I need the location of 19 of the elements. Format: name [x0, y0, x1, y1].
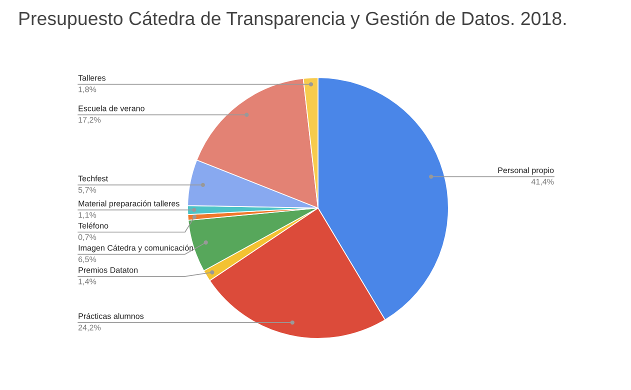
data-label: 6,5% — [78, 256, 96, 264]
slice-label: Material preparación talleres — [78, 200, 180, 208]
slice-label: Premios Dataton — [78, 266, 138, 273]
data-label: 1,4% — [78, 278, 96, 286]
data-label: 1,1% — [78, 212, 96, 219]
data-label: 41,4% — [531, 178, 554, 186]
data-label: 0,7% — [78, 234, 96, 241]
data-label: 1,8% — [78, 86, 96, 94]
slice-label: Teléfono — [78, 222, 108, 229]
slice-label: Imagen Cátedra y comunicación — [78, 244, 194, 252]
slice-label: Prácticas alumnos — [78, 312, 144, 319]
data-label: 5,7% — [78, 187, 96, 194]
chart-title: Presupuesto Cátedra de Transparencia y Gestión de Datos. 2018. — [20, 11, 566, 29]
data-label: 17,2% — [78, 116, 101, 124]
slice-label: Talleres — [78, 74, 106, 81]
slice-label: Escuela de verano — [78, 105, 144, 112]
data-label: 24,2% — [78, 324, 101, 332]
slice-label: Personal propio — [498, 167, 554, 175]
slice-label: Techfest — [78, 175, 108, 182]
